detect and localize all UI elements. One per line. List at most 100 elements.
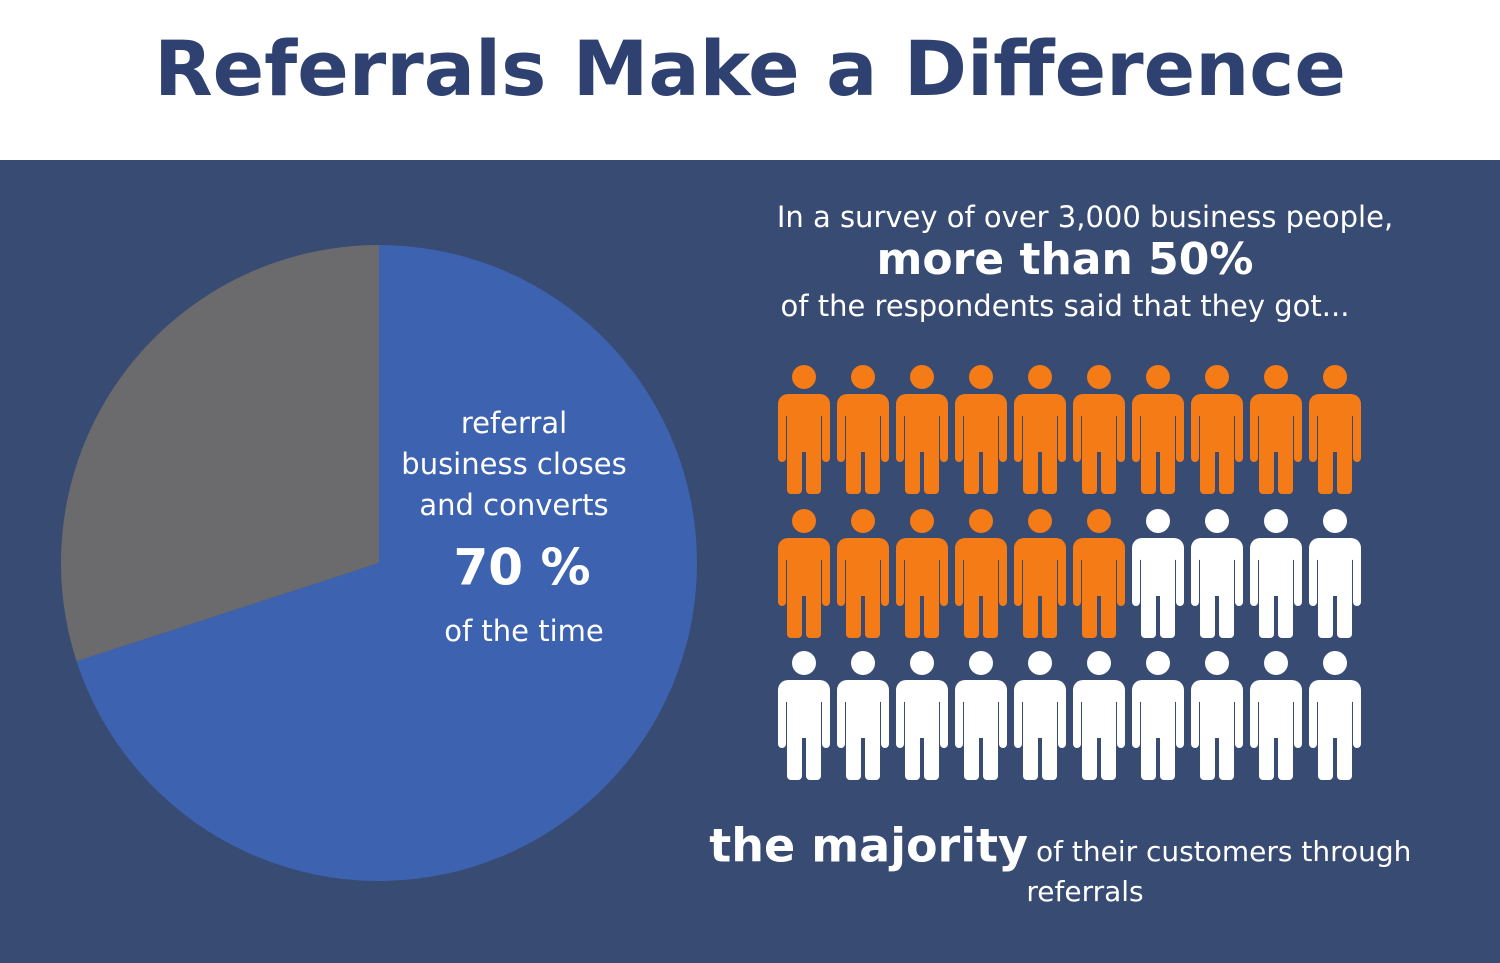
person-torso (846, 684, 880, 738)
person-arm (1176, 688, 1184, 748)
person-head (1146, 509, 1170, 533)
person-head (1087, 509, 1111, 533)
person-leg (983, 730, 998, 780)
person-leg (1318, 444, 1333, 494)
person-leg (924, 730, 939, 780)
person-arm (940, 546, 948, 606)
person-head (1264, 651, 1288, 675)
person-arm (999, 402, 1007, 462)
person-icon (778, 365, 830, 494)
person-torso (1318, 542, 1352, 596)
pie-text: referral (461, 406, 567, 440)
person-head (792, 509, 816, 533)
person-head (910, 365, 934, 389)
person-icon (1014, 365, 1066, 494)
person-torso (1023, 684, 1057, 738)
person-leg (1200, 588, 1215, 638)
person-leg (924, 588, 939, 638)
person-head (851, 651, 875, 675)
person-leg (865, 730, 880, 780)
person-arm (1132, 402, 1140, 462)
person-icon (1132, 509, 1184, 638)
person-arm (896, 546, 904, 606)
person-leg (865, 444, 880, 494)
person-torso (1259, 542, 1293, 596)
person-torso (1141, 684, 1175, 738)
person-leg (1082, 588, 1097, 638)
person-arm (1353, 402, 1361, 462)
person-torso (1023, 542, 1057, 596)
person-arm (1014, 546, 1022, 606)
person-head (851, 509, 875, 533)
people-grid (778, 365, 1361, 780)
person-head (792, 651, 816, 675)
person-arm (837, 688, 845, 748)
pie-slice (76, 245, 697, 882)
person-arm (881, 402, 889, 462)
pie-slice (61, 245, 379, 662)
person-head (851, 365, 875, 389)
person-arm (881, 688, 889, 748)
person-leg (1023, 444, 1038, 494)
person-leg (905, 730, 920, 780)
person-torso (1141, 542, 1175, 596)
person-icon (1191, 651, 1243, 780)
person-head (1028, 509, 1052, 533)
person-head (1264, 365, 1288, 389)
person-icon (955, 651, 1007, 780)
person-icon (837, 509, 889, 638)
person-torso (1259, 684, 1293, 738)
person-torso (787, 398, 821, 452)
person-leg (1042, 588, 1057, 638)
person-leg (983, 444, 998, 494)
person-leg (846, 588, 861, 638)
person-arm (1058, 546, 1066, 606)
person-arm (1073, 402, 1081, 462)
person-arm (1176, 402, 1184, 462)
person-icon (1073, 365, 1125, 494)
person-head (1323, 509, 1347, 533)
person-arm (1235, 546, 1243, 606)
person-head (910, 651, 934, 675)
person-leg (806, 730, 821, 780)
person-head (1028, 365, 1052, 389)
person-leg (1082, 730, 1097, 780)
person-icon (1309, 509, 1361, 638)
person-torso (1318, 684, 1352, 738)
person-head (1028, 651, 1052, 675)
person-arm (1191, 402, 1199, 462)
person-icon (837, 651, 889, 780)
person-arm (1250, 688, 1258, 748)
person-leg (1337, 730, 1352, 780)
person-leg (787, 588, 802, 638)
person-arm (1191, 546, 1199, 606)
person-leg (1023, 730, 1038, 780)
person-head (1205, 509, 1229, 533)
person-arm (955, 688, 963, 748)
person-arm (1294, 688, 1302, 748)
person-icon (1191, 365, 1243, 494)
person-icon (1132, 365, 1184, 494)
person-arm (1191, 688, 1199, 748)
pie-text: business closes (401, 447, 626, 481)
person-icon (1014, 509, 1066, 638)
person-torso (846, 542, 880, 596)
person-leg (1101, 444, 1116, 494)
person-icon (1250, 509, 1302, 638)
person-arm (778, 688, 786, 748)
person-icon (1250, 651, 1302, 780)
survey-highlight: more than 50% (877, 234, 1254, 285)
person-arm (1235, 688, 1243, 748)
person-arm (1132, 688, 1140, 748)
person-leg (1200, 444, 1215, 494)
person-leg (1337, 588, 1352, 638)
person-icon (955, 509, 1007, 638)
person-arm (1176, 546, 1184, 606)
pie-chart (61, 245, 697, 882)
person-torso (1200, 542, 1234, 596)
person-leg (1160, 588, 1175, 638)
person-arm (1014, 402, 1022, 462)
person-arm (1353, 688, 1361, 748)
person-leg (787, 444, 802, 494)
